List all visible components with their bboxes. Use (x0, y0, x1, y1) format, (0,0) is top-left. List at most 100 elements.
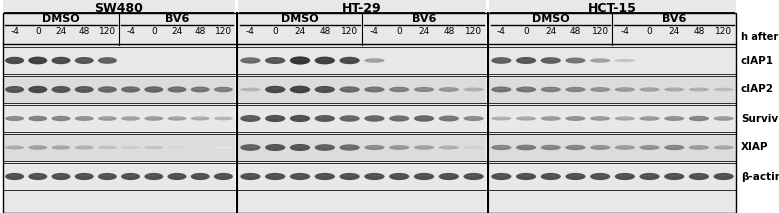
Text: 48: 48 (569, 27, 581, 36)
Ellipse shape (594, 59, 606, 60)
Ellipse shape (79, 175, 90, 177)
Ellipse shape (265, 115, 285, 122)
Text: Survivin: Survivin (741, 114, 779, 124)
Ellipse shape (467, 175, 480, 177)
Ellipse shape (643, 146, 656, 147)
Text: HCT-15: HCT-15 (588, 2, 637, 15)
Ellipse shape (590, 58, 610, 63)
Ellipse shape (619, 175, 631, 177)
Ellipse shape (664, 116, 685, 121)
Ellipse shape (714, 88, 734, 91)
Bar (238, 134, 486, 161)
Ellipse shape (640, 116, 660, 121)
Ellipse shape (344, 88, 356, 89)
Ellipse shape (55, 175, 67, 177)
Ellipse shape (315, 57, 335, 64)
Ellipse shape (5, 173, 24, 180)
Ellipse shape (340, 173, 360, 180)
Ellipse shape (393, 146, 405, 147)
Bar (3, 0, 235, 213)
Text: SW480: SW480 (94, 2, 143, 15)
Ellipse shape (464, 88, 484, 91)
Ellipse shape (664, 173, 685, 180)
Ellipse shape (643, 175, 656, 177)
Ellipse shape (439, 145, 459, 150)
Ellipse shape (265, 173, 285, 180)
Ellipse shape (240, 173, 260, 180)
Text: h after 4 Gy: h after 4 Gy (741, 32, 779, 42)
Text: -4: -4 (497, 27, 506, 36)
Text: 48: 48 (79, 27, 90, 36)
Text: 24: 24 (668, 27, 680, 36)
Bar (3, 163, 235, 190)
Ellipse shape (195, 88, 206, 89)
Ellipse shape (28, 116, 48, 121)
Ellipse shape (689, 116, 709, 121)
Ellipse shape (214, 87, 233, 92)
Ellipse shape (240, 115, 260, 122)
Text: -4: -4 (620, 27, 629, 36)
Ellipse shape (541, 145, 561, 150)
Ellipse shape (516, 117, 536, 121)
Ellipse shape (569, 59, 582, 60)
Ellipse shape (566, 173, 586, 180)
Ellipse shape (245, 146, 256, 147)
Ellipse shape (393, 117, 405, 118)
Ellipse shape (594, 88, 606, 89)
Ellipse shape (520, 59, 532, 60)
Text: 120: 120 (99, 27, 116, 36)
Ellipse shape (167, 146, 186, 149)
Ellipse shape (615, 145, 635, 150)
Ellipse shape (566, 58, 586, 63)
Text: 0: 0 (273, 27, 278, 36)
Ellipse shape (590, 116, 610, 121)
Ellipse shape (365, 115, 385, 122)
Ellipse shape (102, 59, 113, 60)
Ellipse shape (492, 117, 512, 120)
Ellipse shape (75, 173, 93, 180)
Ellipse shape (5, 145, 24, 150)
Ellipse shape (294, 88, 306, 89)
Ellipse shape (79, 59, 90, 60)
Ellipse shape (121, 146, 140, 149)
Ellipse shape (28, 173, 48, 180)
Ellipse shape (615, 59, 635, 62)
Ellipse shape (98, 116, 117, 121)
Text: XIAP: XIAP (741, 142, 769, 153)
Ellipse shape (144, 146, 164, 149)
Ellipse shape (414, 145, 434, 150)
Text: 0: 0 (35, 27, 41, 36)
Ellipse shape (418, 117, 430, 118)
Bar (238, 105, 486, 132)
Ellipse shape (167, 116, 186, 121)
Ellipse shape (315, 144, 335, 151)
Text: 24: 24 (171, 27, 182, 36)
Ellipse shape (569, 146, 582, 147)
Text: 48: 48 (319, 27, 330, 36)
Ellipse shape (290, 115, 310, 122)
Ellipse shape (414, 87, 434, 92)
Text: 0: 0 (647, 27, 653, 36)
Ellipse shape (495, 59, 507, 60)
Text: 0: 0 (523, 27, 529, 36)
Ellipse shape (102, 175, 113, 177)
Ellipse shape (389, 115, 410, 122)
Ellipse shape (265, 57, 285, 64)
Ellipse shape (265, 86, 285, 93)
Ellipse shape (439, 173, 459, 180)
Ellipse shape (121, 116, 140, 121)
Ellipse shape (365, 86, 385, 92)
Ellipse shape (51, 57, 71, 64)
Bar (489, 105, 736, 132)
Ellipse shape (5, 57, 24, 64)
Ellipse shape (171, 88, 183, 89)
Ellipse shape (125, 175, 136, 177)
Ellipse shape (5, 86, 24, 93)
Text: DMSO: DMSO (532, 14, 569, 24)
Ellipse shape (315, 173, 335, 180)
Bar (238, 76, 486, 103)
Ellipse shape (344, 59, 356, 60)
Ellipse shape (340, 144, 360, 151)
Ellipse shape (492, 57, 512, 64)
Ellipse shape (693, 175, 705, 177)
